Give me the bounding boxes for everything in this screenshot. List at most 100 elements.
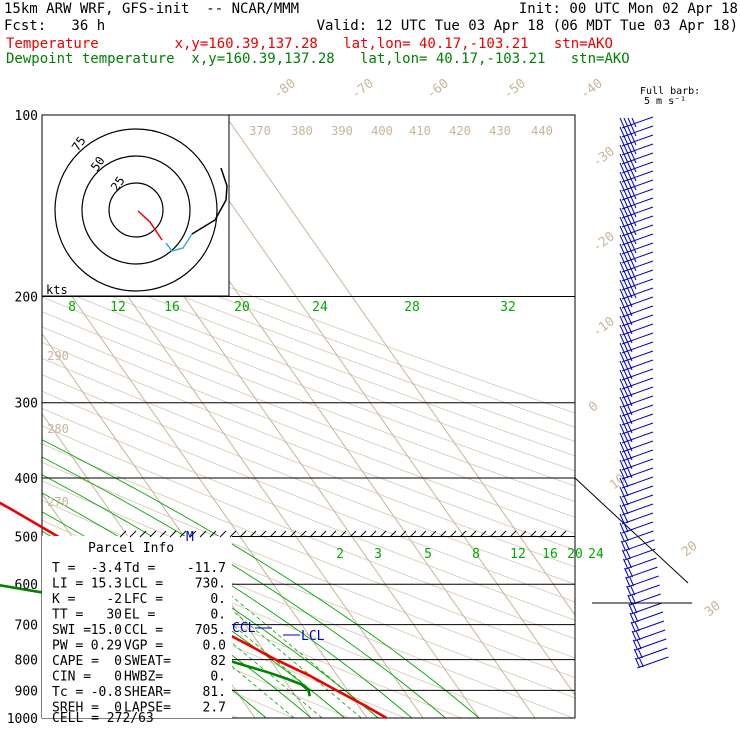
parcel-info-key2: LAPSE= (124, 701, 171, 716)
wind-barb-staff (636, 647, 668, 660)
wind-barb-staff (621, 296, 654, 309)
hatch-mark (289, 530, 297, 538)
parcel-info-value2: 0. (210, 670, 226, 685)
wind-barb (619, 494, 654, 507)
wind-barb-staff (621, 179, 654, 192)
wind-barb-feather (634, 657, 640, 668)
wind-barb-feather (627, 468, 633, 479)
hatch-mark (209, 530, 217, 538)
wind-barb-feather (631, 162, 637, 173)
hodograph-ring-1 (81, 155, 191, 265)
wind-barb-feather (626, 585, 632, 596)
parcel-info-key: Tc = (52, 685, 83, 700)
wind-barb-feather (623, 135, 629, 146)
wind-barb-staff (621, 314, 654, 327)
wind-barb (623, 557, 657, 570)
parcel-info-value: 30 (106, 608, 122, 623)
wind-barb-feather (638, 657, 644, 668)
theta-label: 410 (409, 124, 431, 138)
hatch-mark (239, 530, 247, 538)
wind-barb-feather (627, 126, 633, 137)
wind-barb-feather (631, 243, 637, 254)
wind-barb-feather (623, 279, 629, 290)
wind-barb (619, 224, 654, 237)
wind-barb-feather (631, 171, 637, 182)
wind-barb-staff (621, 404, 654, 417)
theta-label: 270 (47, 495, 69, 509)
wind-barb-feather (619, 252, 625, 263)
wind-barb-feather (619, 513, 625, 524)
wind-barb (619, 278, 654, 291)
wind-barb-feather (619, 261, 625, 272)
wind-barb (619, 359, 654, 372)
wind-barb-feather (627, 432, 633, 443)
wind-barb (619, 287, 654, 300)
hodograph-trace-low (137, 210, 163, 241)
wind-barb-staff (622, 530, 654, 543)
wind-barb-feather (623, 144, 629, 155)
pressure-label-500: 500 (15, 530, 38, 545)
wind-barb-staff (621, 503, 654, 516)
wind-barb-feather (627, 180, 633, 191)
dry-adiabat (42, 253, 575, 457)
wind-barb (631, 629, 666, 642)
wind-barb-feather (619, 297, 625, 308)
wind-barb-feather (623, 288, 629, 299)
wind-barb-feather (627, 441, 633, 452)
pressure-label-300: 300 (15, 397, 38, 412)
dry-adiabat (42, 407, 575, 621)
wind-barb-feather (627, 171, 633, 182)
parcel-info-key: CAPE = (52, 654, 99, 669)
hatch-mark (509, 530, 517, 538)
theta-label: 400 (371, 124, 393, 138)
isotherm-label: -50 (501, 76, 529, 102)
wind-barb-feather (627, 324, 633, 335)
wind-barb-feather (619, 198, 625, 209)
isotherm-label: -10 (590, 314, 618, 340)
wind-barb-feather (627, 261, 633, 272)
wind-barb (624, 566, 658, 579)
dry-adiabat (42, 443, 575, 659)
wind-barb-feather (623, 468, 629, 479)
mixing-ratio-label: 2 (336, 547, 344, 562)
hatch-mark (249, 530, 257, 538)
dry-adiabat (42, 296, 575, 502)
wind-barb-feather (619, 234, 625, 245)
wind-barb-feather (630, 585, 636, 596)
wind-barb-staff (621, 395, 654, 408)
hatch-mark (529, 530, 537, 538)
wind-barb-feather (631, 630, 637, 641)
parcel-info-value2: 2.7 (203, 701, 226, 716)
hatch-mark (419, 530, 427, 538)
wind-barb-feather (631, 270, 637, 281)
wind-barb-feather (620, 540, 626, 551)
wind-barb-feather (623, 162, 629, 173)
parcel-info-key: SREH = (52, 701, 99, 716)
wind-barb (620, 539, 655, 552)
wind-barb-staff (621, 125, 654, 138)
dry-adiabat (42, 281, 575, 487)
wind-barb-feather (633, 648, 639, 659)
wind-barb-feather (623, 189, 629, 200)
wind-barb-staff (621, 350, 654, 363)
parcel-info-key2: CCL = (124, 623, 163, 638)
dry-adiabat (42, 357, 575, 568)
theta-label: 430 (489, 124, 511, 138)
wind-barb-staff (621, 305, 654, 318)
wind-barb (619, 431, 654, 444)
hatch-mark (189, 530, 197, 538)
wind-barb-feather (627, 279, 633, 290)
wind-barb-staff (621, 116, 654, 129)
hatch-mark (229, 530, 237, 538)
parcel-info-key2: VGP = (124, 639, 163, 654)
wind-barb (619, 368, 654, 381)
wind-barb-feather (619, 135, 625, 146)
hatch-mark (259, 530, 267, 538)
wind-barb (619, 350, 654, 363)
wind-barb (619, 269, 654, 282)
hatch-mark (339, 530, 347, 538)
hodograph-units: kts (46, 283, 68, 297)
parcel-info-value: 0 (114, 670, 122, 685)
hodograph-trace-mid (165, 233, 193, 252)
